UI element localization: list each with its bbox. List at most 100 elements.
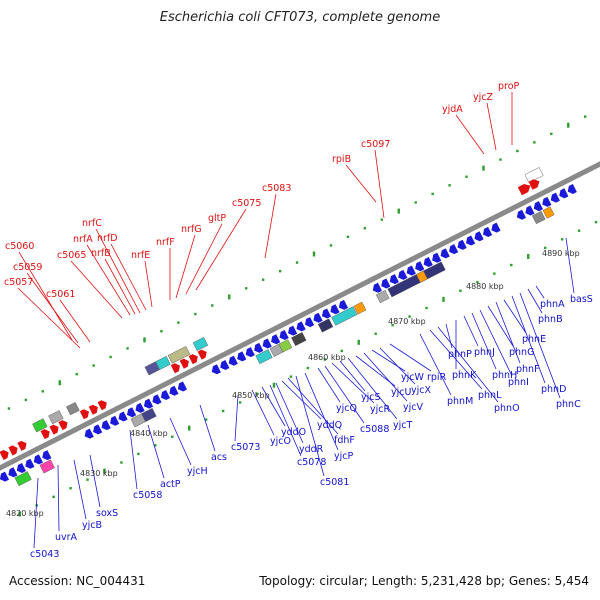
leader-line	[70, 260, 123, 319]
reverse-operon-block	[255, 349, 273, 365]
scale-label: 4880 kbp	[466, 282, 504, 291]
reverse-gene	[220, 359, 230, 371]
tick-lower	[137, 452, 140, 456]
leader-line	[95, 228, 141, 314]
leader-line	[104, 258, 136, 315]
gene-label: yddQ	[317, 420, 342, 431]
reverse-gene	[143, 398, 154, 409]
tick-upper	[346, 235, 350, 239]
tick-upper	[177, 321, 180, 324]
reverse-gene	[152, 394, 162, 405]
reverse-gene	[457, 239, 467, 250]
tick-lower	[238, 401, 242, 404]
tick-upper	[295, 261, 299, 264]
leader-line	[479, 309, 513, 377]
leader-line	[304, 372, 339, 451]
reverse-operon-block	[416, 270, 428, 283]
reverse-gene	[211, 364, 221, 375]
forward-operon-block	[524, 167, 544, 183]
gene-label: nrfG	[181, 224, 202, 235]
tick-lower	[408, 315, 411, 318]
leader-line	[195, 208, 247, 291]
leader-line	[169, 417, 192, 466]
forward-gene	[17, 440, 27, 451]
reverse-gene	[25, 458, 35, 469]
gene-label: phnA	[540, 299, 565, 310]
tick-lower	[255, 392, 259, 396]
leader-line	[363, 352, 408, 402]
leader-line	[110, 243, 147, 311]
gene-label: c5078	[297, 457, 326, 468]
gene-label: nrfF	[156, 237, 175, 248]
leader-line	[455, 114, 485, 155]
gene-label: c5057	[4, 277, 33, 288]
reverse-gene	[93, 424, 103, 435]
gene-label: c5060	[5, 241, 34, 252]
tick-lower	[527, 253, 530, 259]
tick-upper	[482, 165, 485, 171]
reverse-operon-block	[39, 459, 55, 474]
tick-upper	[499, 158, 502, 161]
leader-line	[251, 389, 275, 436]
gene-label: nrfC	[82, 218, 102, 229]
leader-line	[317, 367, 341, 403]
label-leader-lines	[17, 92, 575, 549]
gene-label: yjcS	[361, 392, 381, 403]
leader-line	[511, 295, 546, 384]
reverse-gene	[559, 188, 569, 199]
tick-lower	[103, 468, 106, 474]
reverse-gene	[321, 308, 332, 319]
reverse-gene	[169, 385, 179, 396]
tick-lower	[69, 487, 72, 490]
leader-line	[565, 237, 575, 294]
tick-upper	[7, 407, 11, 410]
gene-label: yjcX	[411, 385, 431, 396]
leader-line	[503, 299, 527, 334]
reverse-gene	[101, 420, 111, 431]
gene-label: yddO	[281, 427, 306, 438]
reverse-gene	[254, 342, 264, 353]
reverse-gene	[449, 244, 459, 255]
map-title: Escherichia coli CFT073, complete genome	[159, 10, 441, 25]
leader-line	[437, 326, 499, 403]
tick-lower	[272, 382, 276, 388]
reverse-gene	[330, 304, 340, 315]
tick-lower	[52, 495, 55, 499]
reverse-operon-block	[375, 290, 390, 304]
scale-label: 4820 kbp	[6, 509, 44, 518]
tick-lower	[154, 444, 157, 447]
reverse-operon-block	[353, 301, 367, 315]
leader-line	[86, 244, 131, 316]
reverse-gene	[432, 252, 442, 263]
reverse-gene	[338, 299, 349, 310]
reverse-operon-block	[14, 471, 32, 487]
reverse-gene	[423, 256, 433, 267]
leader-line	[374, 149, 385, 219]
tick-lower	[442, 296, 445, 302]
tick-lower	[188, 425, 191, 431]
gene-label: c5065	[57, 250, 86, 261]
tick-lower	[289, 375, 293, 378]
reverse-operon-block	[278, 339, 293, 353]
leader-line	[129, 429, 138, 490]
tick-upper	[329, 244, 333, 247]
leader-line	[59, 299, 91, 343]
gene-label: gltP	[208, 213, 226, 224]
forward-gene	[58, 420, 68, 431]
leader-line	[471, 312, 497, 370]
gene-label: c5097	[361, 139, 390, 150]
reverse-gene	[415, 261, 425, 272]
tick-lower	[493, 272, 496, 275]
gene-label: phnE	[522, 334, 546, 345]
gene-label: c5043	[30, 549, 59, 560]
tick-upper	[363, 227, 367, 230]
reverse-gene	[118, 411, 128, 422]
reverse-gene	[8, 467, 18, 478]
reverse-gene	[466, 235, 476, 246]
gene-label: soxS	[96, 508, 118, 519]
reverse-operon-block	[542, 206, 555, 219]
gene-label: nrfB	[91, 248, 111, 259]
gene-label: yjcQ	[336, 403, 357, 414]
accession-text: Accession: NC_004431	[9, 574, 146, 588]
